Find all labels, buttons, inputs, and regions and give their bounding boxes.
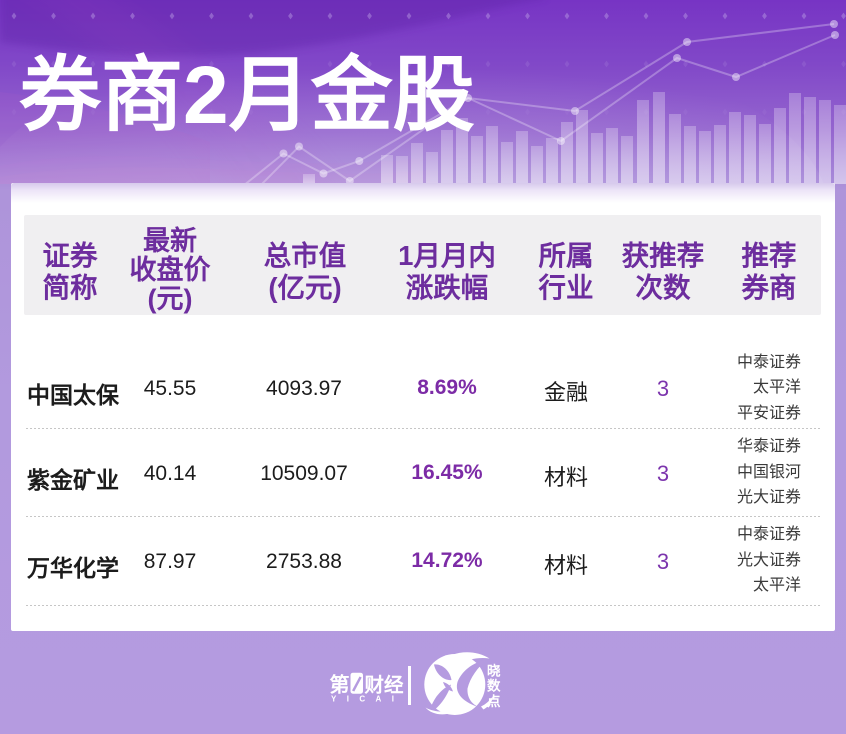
svg-text:第: 第 bbox=[330, 673, 350, 697]
svg-text:晓: 晓 bbox=[487, 662, 501, 678]
svg-text:YICAI: YICAI bbox=[331, 695, 404, 704]
svg-text:数: 数 bbox=[487, 678, 501, 694]
svg-text:点: 点 bbox=[487, 693, 501, 709]
svg-text:财经: 财经 bbox=[365, 674, 405, 697]
